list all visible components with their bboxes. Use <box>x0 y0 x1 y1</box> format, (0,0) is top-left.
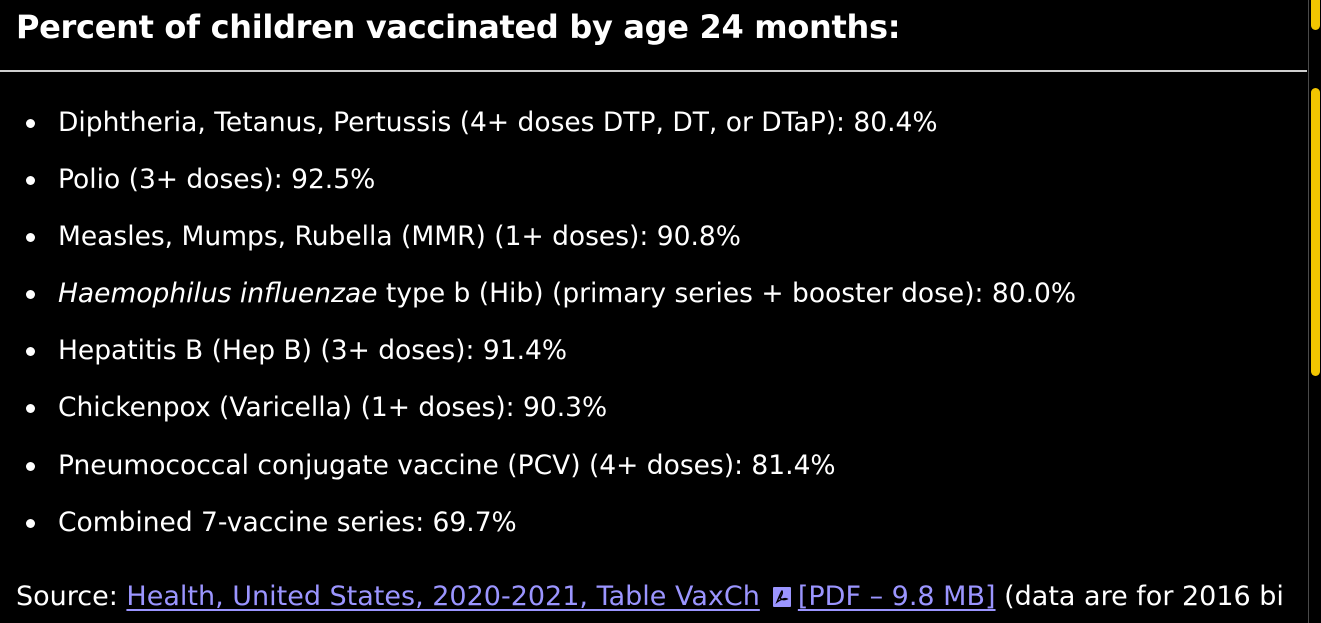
heading-divider <box>0 70 1307 72</box>
source-link[interactable]: Health, United States, 2020-2021, Table … <box>126 581 760 612</box>
source-trailing-text: (data are for 2016 bi <box>995 581 1284 612</box>
scrollbar-top-segment <box>1311 0 1320 30</box>
list-item: Pneumococcal conjugate vaccine (PCV) (4+… <box>0 437 1076 494</box>
bullet-icon <box>26 233 35 243</box>
list-item-text: Hepatitis B (Hep B) (3+ doses): 91.4% <box>58 335 568 367</box>
list-item-text: Diphtheria, Tetanus, Pertussis (4+ doses… <box>58 107 938 138</box>
bullet-icon <box>26 461 35 471</box>
list-item-text: type b (Hib) (primary series + booster d… <box>377 278 1077 310</box>
list-item: Diphtheria, Tetanus, Pertussis (4+ doses… <box>0 94 1076 151</box>
section-heading: Percent of children vaccinated by age 24… <box>16 8 901 46</box>
source-line: Source: Health, United States, 2020-2021… <box>16 576 1284 621</box>
list-item-text: Chickenpox (Varicella) (1+ doses): 90.3% <box>58 392 608 424</box>
scrollbar-thumb[interactable] <box>1311 88 1320 376</box>
bullet-icon <box>26 347 35 357</box>
bullet-icon <box>26 119 35 128</box>
list-item: Haemophilus influenzae type b (Hib) (pri… <box>0 265 1076 322</box>
list-item-text: Pneumococcal conjugate vaccine (PCV) (4+… <box>58 449 836 481</box>
vaccination-list: Diphtheria, Tetanus, Pertussis (4+ doses… <box>0 94 1076 551</box>
bullet-icon <box>26 518 35 528</box>
list-item: Measles, Mumps, Rubella (MMR) (1+ doses)… <box>0 208 1076 265</box>
bullet-icon <box>26 176 35 186</box>
pdf-size-link[interactable]: [PDF – 9.8 MB] <box>797 581 996 612</box>
list-item-text: Measles, Mumps, Rubella (MMR) (1+ doses)… <box>58 221 741 253</box>
list-item-text: Combined 7-vaccine series: 69.7% <box>58 506 517 538</box>
list-item: Chickenpox (Varicella) (1+ doses): 90.3% <box>0 379 1076 436</box>
bullet-icon <box>26 404 35 414</box>
vertical-scrollbar[interactable] <box>1308 0 1321 623</box>
list-item: Combined 7-vaccine series: 69.7% <box>0 494 1076 551</box>
list-item: Hepatitis B (Hep B) (3+ doses): 91.4% <box>0 322 1076 379</box>
bullet-icon <box>26 290 35 300</box>
list-item: Polio (3+ doses): 92.5% <box>0 151 1076 208</box>
list-item-italic-text: Haemophilus influenzae <box>58 278 378 310</box>
pdf-file-icon <box>772 579 792 621</box>
list-item-text: Polio (3+ doses): 92.5% <box>58 164 376 196</box>
source-label: Source: <box>16 581 127 612</box>
